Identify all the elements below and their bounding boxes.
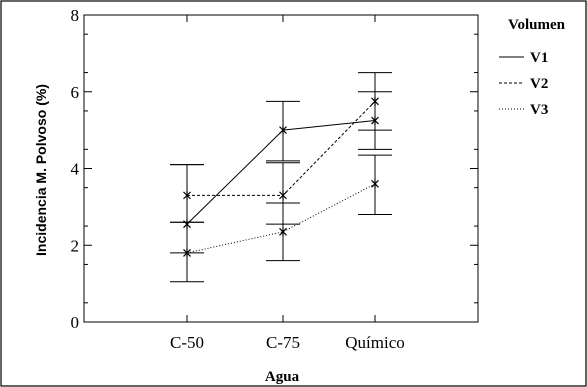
legend-label-v2: V2 — [530, 76, 548, 92]
series-layer — [170, 72, 392, 283]
legend: Volumen V1 V2 V3 — [499, 17, 566, 118]
series-line — [186, 183, 376, 254]
y-tick-label: 2 — [71, 236, 80, 255]
data-point — [183, 190, 191, 200]
y-tick-label: 0 — [71, 313, 80, 332]
y-tick-label: 4 — [71, 160, 80, 179]
data-point — [279, 190, 287, 200]
plot-area-frame — [83, 14, 479, 323]
data-point — [371, 179, 379, 189]
y-tick-label: 6 — [71, 83, 80, 102]
x-tick-label: C-75 — [266, 333, 300, 352]
x-axis-title: Agua — [265, 369, 300, 385]
legend-label-v3: V3 — [530, 102, 548, 118]
data-point — [279, 227, 287, 237]
legend-title: Volumen — [508, 17, 566, 33]
data-point — [183, 248, 191, 258]
data-point — [371, 96, 379, 106]
series-v3 — [170, 154, 392, 283]
data-point — [279, 125, 287, 135]
y-tick-label: 8 — [71, 6, 80, 25]
x-tick-label: Químico — [345, 333, 405, 352]
series-v2 — [170, 72, 392, 225]
series-v1 — [170, 91, 392, 254]
series-line — [187, 100, 376, 196]
series-line — [186, 120, 376, 225]
legend-label-v1: V1 — [530, 50, 548, 66]
x-tick-label: C-50 — [170, 333, 204, 352]
y-axis: 0 2 4 6 8 — [71, 6, 478, 332]
x-axis: C-50 C-75 Químico — [170, 15, 405, 352]
y-axis-title: Incidencia M. Polvoso (%) — [33, 84, 49, 256]
